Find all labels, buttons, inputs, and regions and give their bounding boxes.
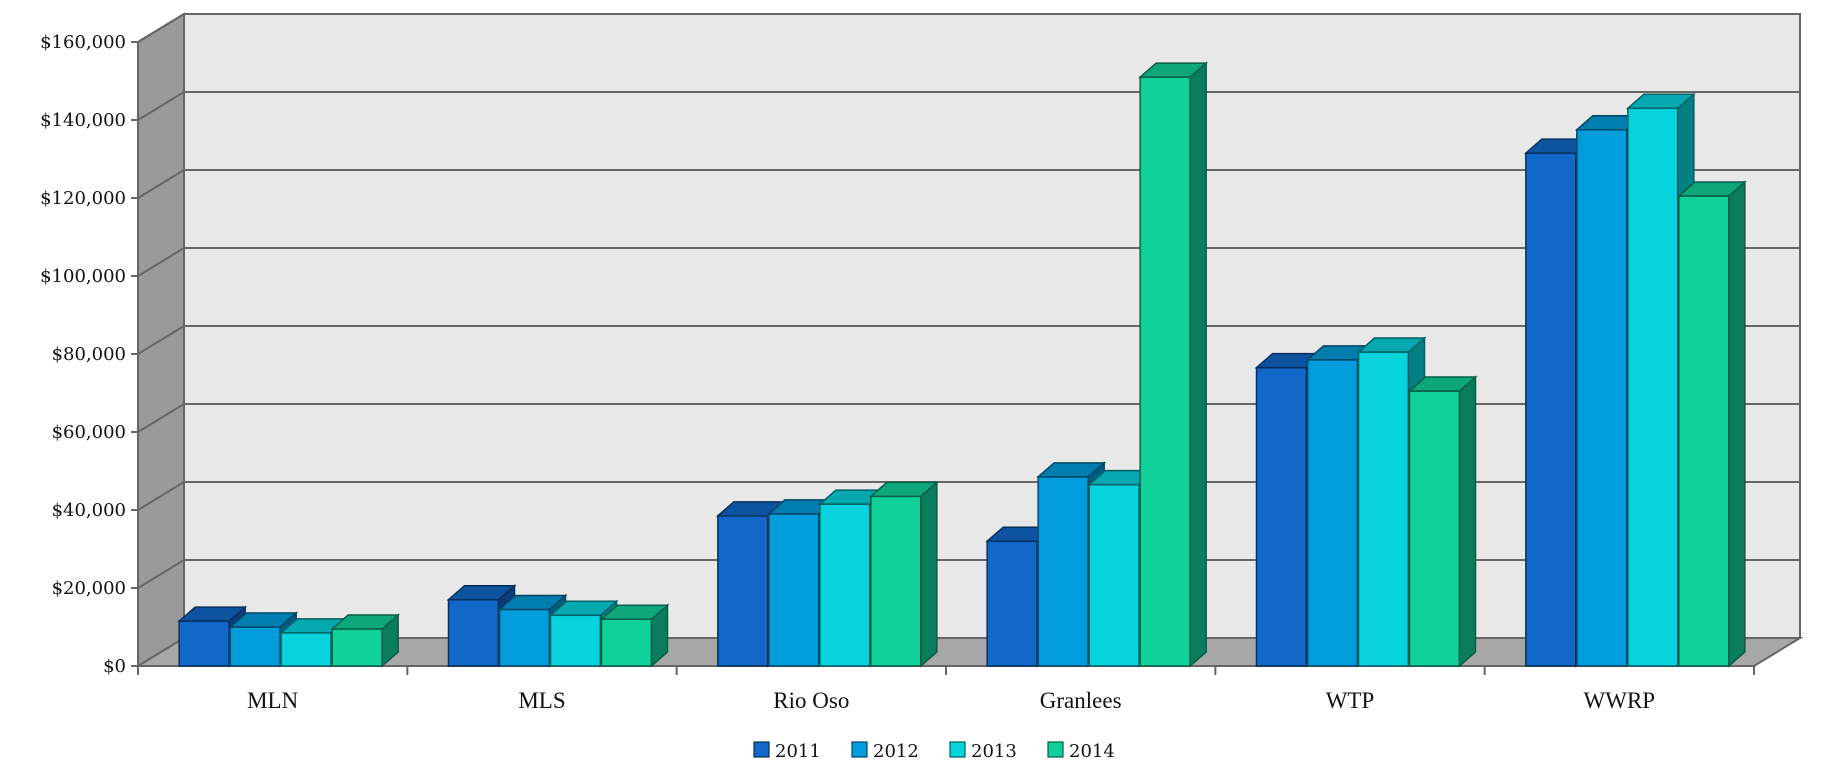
x-tick-label: MLS [518,688,565,713]
y-tick-label: $0 [103,656,126,677]
legend-label: 2011 [775,741,821,762]
bar-top [228,612,299,628]
legend-label: 2014 [1069,741,1115,762]
bar-side [920,480,938,668]
y-tick-label: $80,000 [52,344,126,365]
x-tick-label: Rio Oso [773,688,849,713]
bar-top [868,481,939,498]
legend-item: 2011 [753,741,821,762]
x-tick-label: WWRP [1584,688,1656,713]
bar-front [1627,107,1679,667]
bar-side [1189,61,1207,668]
bar-top [330,614,401,630]
bar-front [178,620,230,667]
bar-top [1356,337,1427,353]
bar-front [1678,195,1730,667]
bar-front [1037,476,1089,667]
y-tick-label: $20,000 [52,578,126,599]
y-axis: $0 $20,000 $40,000 $60,000 $80,000 $100,000 $1… [40,32,139,677]
bar-front [331,628,383,667]
legend-label: 2012 [873,741,919,762]
legend-item: 2012 [851,741,919,762]
bar [868,480,939,668]
bar [1676,180,1747,668]
x-tick-label: Granlees [1040,688,1122,713]
bars [177,61,1747,668]
legend-swatch [949,741,966,758]
bar-front [447,598,500,667]
gridline [137,325,1800,355]
bar [330,613,401,668]
bar-front [1357,351,1410,667]
bar-top [1036,462,1107,478]
bar-front [549,614,602,667]
bar-front [986,540,1038,667]
bar-front [229,626,281,667]
bar-top [177,606,248,622]
bar [817,488,888,668]
legend-swatch [753,741,770,758]
legend-item: 2014 [1047,741,1115,762]
bar [599,603,670,668]
bar-top [599,604,670,620]
x-tick-label: WTP [1326,688,1375,713]
bar-top [446,584,517,601]
bar-front [1306,359,1359,667]
gridline [137,13,1800,43]
bar-front [1139,76,1191,667]
y-tick-label: $140,000 [40,110,126,131]
bar-top [1625,93,1696,110]
bar-front [280,632,332,667]
y-tick-label: $100,000 [40,266,126,287]
bar [1407,375,1478,668]
bar [1138,61,1209,668]
bar-front [600,618,653,667]
gridline [137,247,1800,277]
legend: 2011 2012 2013 2014 [753,741,1115,762]
legend-label: 2013 [971,741,1017,762]
bar [1254,351,1325,668]
bar-front [1408,390,1461,667]
bar-side [1458,375,1477,668]
bar-top [548,600,619,617]
bar-top [497,594,568,611]
y-tick-label: $160,000 [40,32,126,53]
bar-front [1576,129,1628,667]
bar-front [819,503,871,667]
bar-top [1138,62,1209,78]
y-tick-label: $60,000 [52,422,126,443]
x-axis: MLN MLS Rio Oso Granlees WTP WWRP [137,665,1755,713]
bar-side [1728,180,1746,668]
y-tick-label: $40,000 [52,500,126,521]
bar-front [1088,483,1140,667]
legend-swatch [1047,741,1064,758]
x-tick-label: MLN [247,688,299,713]
bar-front [1525,152,1577,667]
y-tick-label: $120,000 [40,188,126,209]
bar-top [1407,376,1478,392]
legend-swatch [851,741,868,758]
bar-top [1676,181,1747,197]
bar-front [717,515,769,667]
bar-front [768,513,820,667]
bar-front [870,495,922,667]
gridline [137,169,1800,199]
bar-front [1255,366,1308,667]
bar-front [498,608,551,667]
gridline [137,91,1800,121]
legend-item: 2013 [949,741,1017,762]
